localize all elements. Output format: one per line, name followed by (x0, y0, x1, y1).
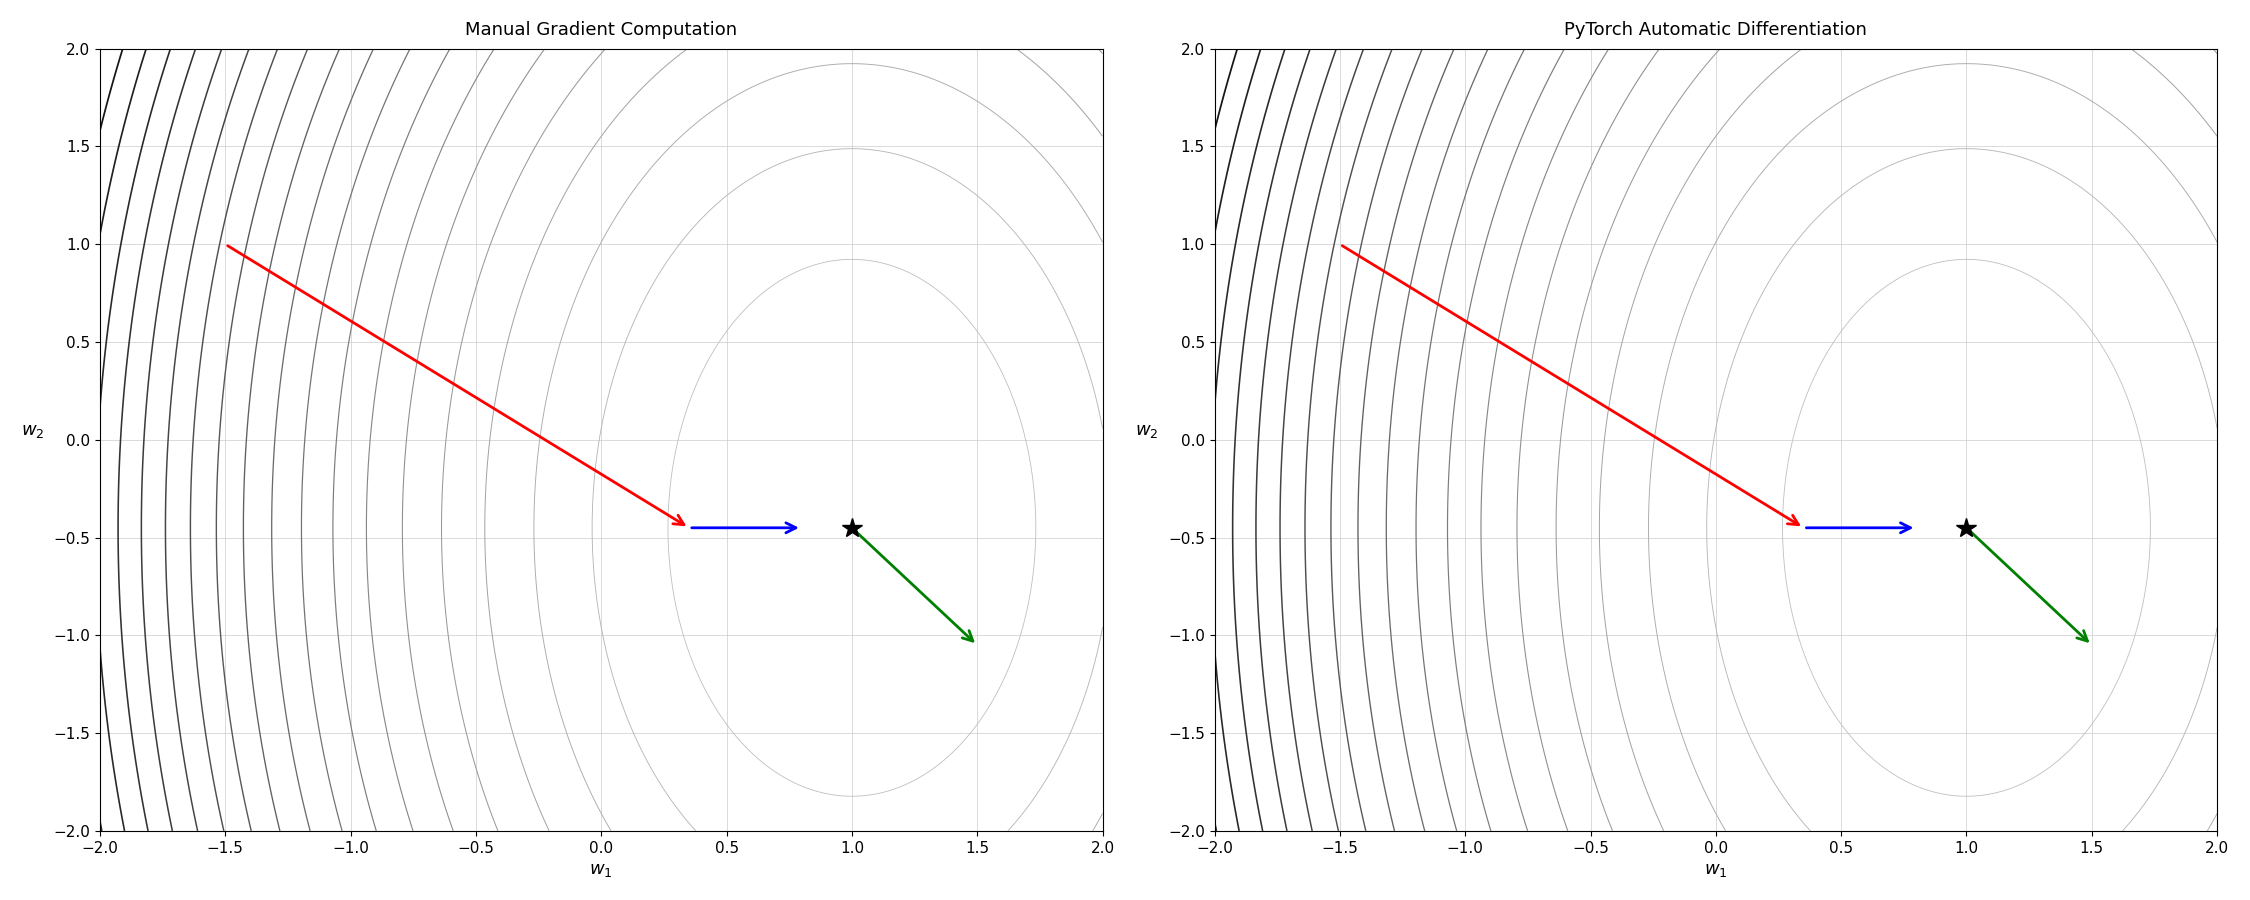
X-axis label: $w_1$: $w_1$ (1703, 861, 1728, 879)
Y-axis label: $w_2$: $w_2$ (1136, 422, 1159, 440)
X-axis label: $w_1$: $w_1$ (590, 861, 612, 879)
Title: PyTorch Automatic Differentiation: PyTorch Automatic Differentiation (1564, 21, 1868, 39)
Y-axis label: $w_2$: $w_2$ (20, 422, 45, 440)
Title: Manual Gradient Computation: Manual Gradient Computation (466, 21, 738, 39)
